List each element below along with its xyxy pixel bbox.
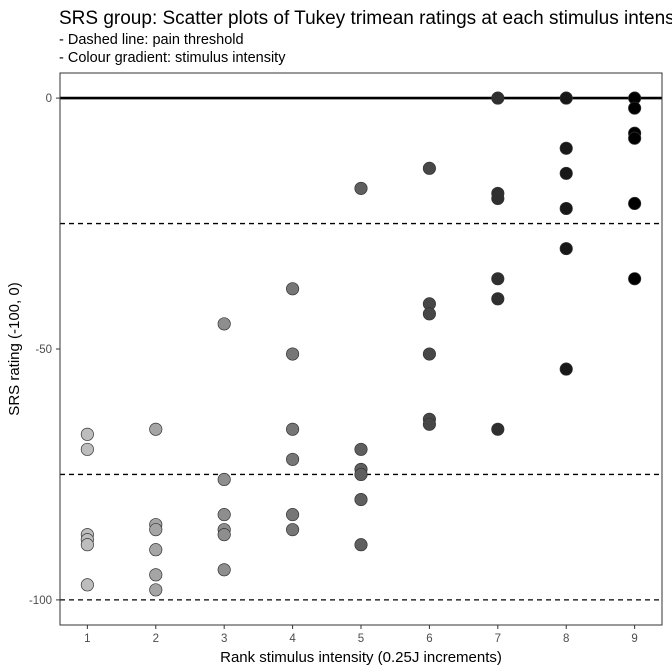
x-tick-label-7: 8 (563, 633, 569, 645)
data-point-44 (559, 166, 573, 180)
data-point-0 (80, 427, 94, 441)
x-tick-label-3: 4 (289, 633, 296, 645)
data-point-1 (80, 442, 94, 456)
data-point-30 (422, 161, 436, 175)
data-point-8 (149, 523, 163, 537)
data-point-49 (628, 101, 642, 115)
data-point-45 (559, 201, 573, 216)
data-point-4 (80, 538, 94, 552)
x-tick-label-0: 1 (84, 633, 90, 645)
data-point-13 (217, 472, 231, 487)
data-point-27 (354, 467, 368, 482)
data-point-33 (422, 347, 436, 361)
data-point-40 (491, 292, 505, 306)
data-point-18 (286, 282, 300, 296)
data-point-22 (286, 508, 300, 522)
data-point-36 (491, 91, 505, 105)
x-tick-label-5: 6 (426, 633, 432, 645)
data-point-38 (491, 191, 505, 206)
y-axis-title: SRS rating (-100, 0) (6, 282, 23, 415)
data-point-47 (559, 362, 573, 376)
x-tick-label-4: 5 (358, 633, 364, 645)
data-point-35 (422, 417, 436, 431)
data-point-11 (149, 583, 163, 597)
y-tick-label-2: -100 (29, 595, 52, 607)
data-point-16 (217, 528, 231, 542)
data-point-41 (491, 422, 505, 436)
data-point-23 (286, 523, 300, 537)
x-tick-label-6: 7 (495, 633, 501, 645)
data-point-21 (286, 452, 300, 466)
x-axis: 1 2 3 4 5 6 7 8 9 (84, 625, 638, 645)
data-point-39 (491, 272, 505, 286)
chart-title: SRS group: Scatter plots of Tukey trimea… (59, 8, 672, 29)
data-point-46 (559, 242, 573, 256)
y-tick-label-0: 0 (46, 93, 52, 105)
data-point-24 (354, 181, 368, 195)
data-point-6 (149, 422, 163, 436)
y-axis: 0 -50 -100 (29, 93, 60, 607)
data-point-52 (628, 196, 642, 211)
data-point-28 (354, 492, 368, 507)
chart-subtitle-line-2: - Colour gradient: stimulus intensity (59, 50, 286, 66)
data-point-32 (422, 307, 436, 321)
data-point-42 (559, 91, 573, 105)
x-tick-label-2: 3 (221, 633, 227, 645)
y-tick-label-1: -50 (35, 344, 52, 356)
data-point-17 (217, 563, 231, 577)
data-point-5 (80, 578, 94, 592)
data-point-12 (217, 317, 231, 331)
data-point-19 (286, 347, 300, 361)
plot-area (59, 72, 663, 626)
data-point-9 (149, 543, 163, 557)
x-tick-label-1: 2 (153, 633, 159, 645)
x-tick-label-8: 9 (631, 633, 637, 645)
data-point-14 (217, 508, 231, 522)
chart-subtitle-line-1: - Dashed line: pain threshold (59, 32, 244, 48)
data-point-43 (559, 141, 573, 155)
data-point-53 (628, 272, 642, 286)
data-point-29 (354, 538, 368, 552)
data-point-10 (149, 568, 163, 582)
x-axis-title: Rank stimulus intensity (0.25J increment… (220, 649, 502, 666)
data-point-25 (354, 442, 368, 456)
data-point-20 (286, 422, 300, 436)
data-point-51 (628, 131, 642, 145)
